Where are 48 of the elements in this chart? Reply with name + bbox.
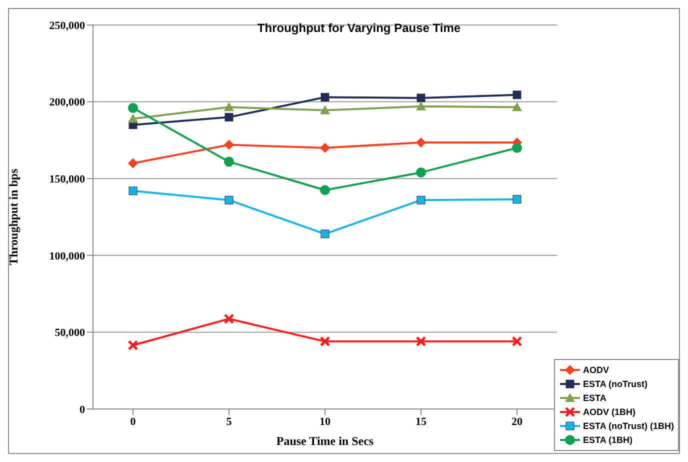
- point: [224, 112, 234, 122]
- point: [416, 94, 426, 102]
- point: [224, 314, 234, 324]
- y-tick-label: 200,000: [49, 96, 86, 109]
- point: [224, 140, 234, 150]
- point: [128, 102, 138, 113]
- point: [224, 102, 234, 112]
- legend-label: AODV (1BH): [583, 406, 636, 419]
- x-tick-label: 10: [320, 416, 331, 428]
- point: [128, 158, 138, 168]
- y-tick-label: 250,000: [49, 20, 86, 32]
- point: [512, 142, 522, 153]
- point: [320, 185, 330, 196]
- point: [128, 340, 138, 351]
- point: [416, 167, 426, 178]
- legend-label: ESTA (noTrust) (1BH): [583, 420, 674, 433]
- point: [224, 156, 234, 167]
- point: [320, 336, 330, 347]
- point: [320, 230, 330, 238]
- point: [512, 195, 522, 204]
- x-axis-title: Pause Time in Secs: [276, 434, 374, 448]
- x-tick-label: 0: [130, 416, 136, 428]
- legend-label: ESTA (1BH): [583, 434, 632, 447]
- point: [512, 336, 522, 347]
- point: [416, 336, 426, 347]
- legend-label: ESTA (noTrust): [583, 378, 648, 391]
- point: [416, 101, 426, 110]
- y-tick-label: 100,000: [49, 250, 86, 262]
- point: [224, 196, 234, 204]
- y-tick-label: 50,000: [54, 327, 86, 340]
- y-tick-label: 0: [80, 404, 86, 416]
- point: [512, 102, 522, 112]
- point: [416, 138, 426, 148]
- point: [320, 142, 330, 153]
- point: [512, 90, 522, 100]
- point: [320, 105, 330, 114]
- point: [416, 196, 426, 204]
- y-tick-label: 150,000: [49, 174, 86, 186]
- chart-title: Throughput for Varying Pause Time: [256, 21, 462, 35]
- legend-label: ESTA: [583, 392, 606, 405]
- legend-label: AODV: [583, 364, 610, 377]
- point: [320, 92, 330, 102]
- y-axis-title: Throughput in bps: [6, 168, 20, 266]
- point: [128, 114, 138, 123]
- x-tick-label: 15: [416, 416, 427, 428]
- x-tick-label: 5: [226, 416, 232, 428]
- point: [128, 186, 138, 196]
- x-tick-label: 20: [512, 416, 523, 428]
